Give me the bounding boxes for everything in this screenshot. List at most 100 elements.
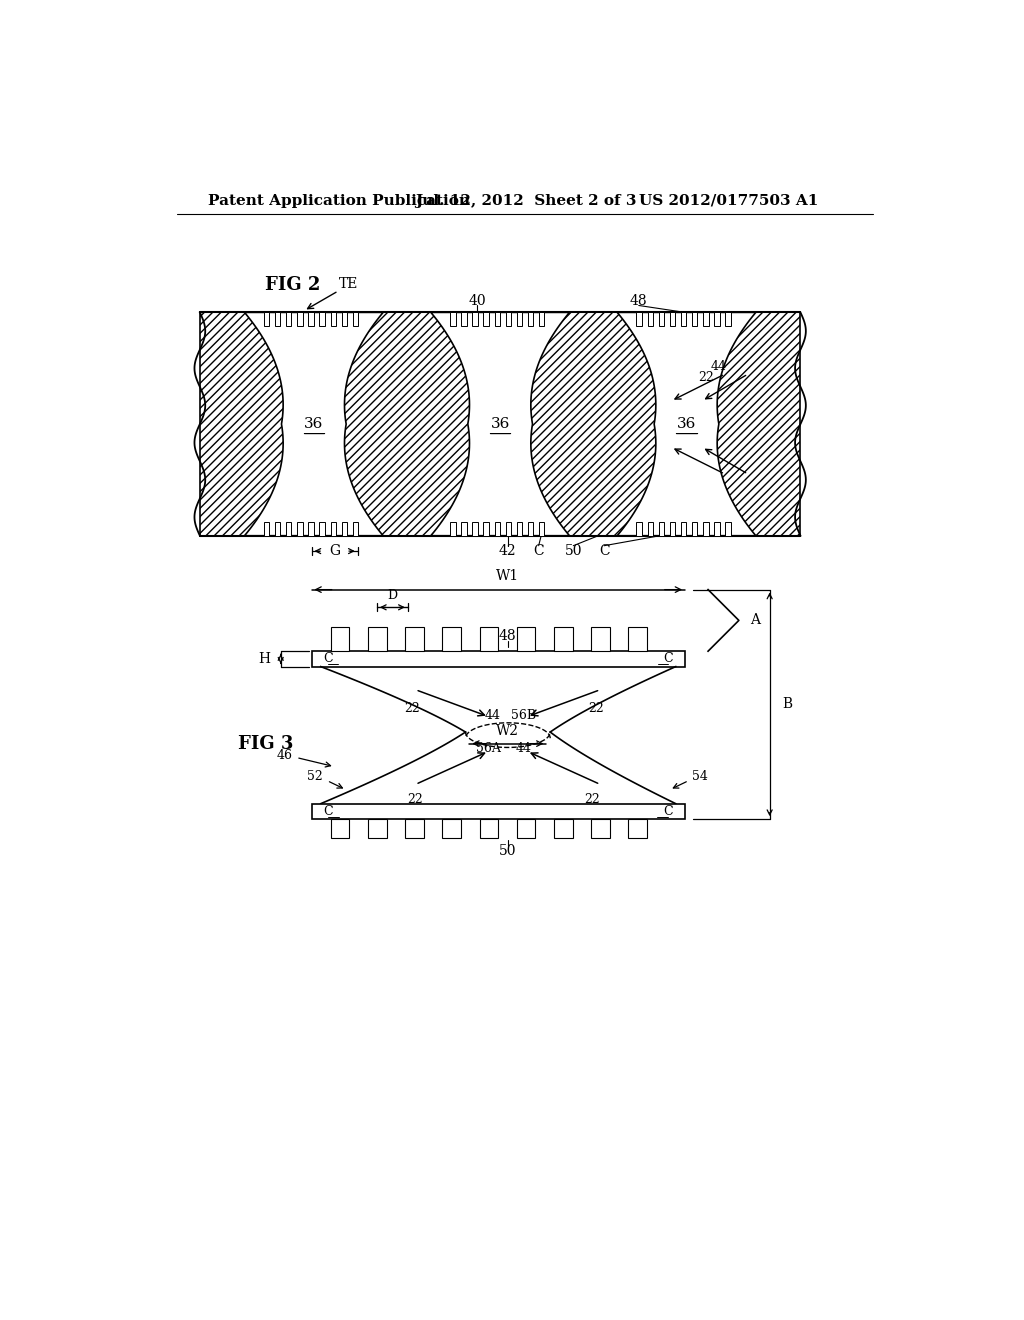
Text: TE: TE (339, 277, 357, 290)
Bar (368, 627, 387, 651)
Text: W2: W2 (497, 725, 519, 738)
Text: 54: 54 (692, 770, 709, 783)
Bar (483, 313, 488, 326)
Text: 48: 48 (499, 628, 517, 643)
Bar (342, 521, 347, 536)
Bar (308, 313, 313, 326)
Bar (670, 313, 675, 326)
Text: B: B (782, 697, 793, 711)
Bar (274, 521, 281, 536)
Bar (274, 313, 281, 326)
Text: FIG 3: FIG 3 (239, 735, 294, 752)
Bar (406, 627, 424, 651)
Bar (637, 313, 642, 326)
Bar (311, 651, 685, 667)
Bar (681, 313, 686, 326)
Bar (517, 818, 536, 838)
Bar (703, 313, 709, 326)
Bar (629, 627, 647, 651)
Text: 22: 22 (698, 371, 714, 384)
Bar (451, 313, 456, 326)
Bar (681, 521, 686, 536)
Text: G: G (329, 544, 340, 558)
Bar (591, 627, 610, 651)
Bar (472, 521, 478, 536)
Bar (319, 313, 325, 326)
Bar (297, 313, 302, 326)
Text: Patent Application Publication: Patent Application Publication (208, 194, 470, 207)
Text: C: C (324, 652, 333, 665)
Bar (692, 313, 697, 326)
Bar (715, 521, 720, 536)
Bar (331, 627, 349, 651)
Text: C: C (534, 544, 544, 558)
Bar (670, 521, 675, 536)
Text: C: C (324, 805, 333, 818)
Text: 50: 50 (564, 544, 582, 558)
Text: W1: W1 (497, 569, 519, 583)
Bar (658, 313, 665, 326)
Bar (479, 627, 499, 651)
Bar (528, 313, 534, 326)
Bar (342, 313, 347, 326)
Text: C: C (664, 805, 673, 818)
Bar (308, 521, 313, 536)
Text: 44: 44 (515, 742, 531, 755)
Bar (368, 818, 387, 838)
Bar (629, 818, 647, 838)
Bar (647, 521, 653, 536)
Bar (495, 521, 500, 536)
Text: 22: 22 (585, 793, 600, 807)
Bar (311, 804, 685, 818)
Bar (331, 521, 336, 536)
Polygon shape (617, 313, 756, 536)
Text: D: D (387, 589, 397, 602)
Text: 36: 36 (304, 417, 324, 432)
Bar (264, 521, 269, 536)
Bar (647, 313, 653, 326)
Bar (692, 521, 697, 536)
Bar (461, 521, 467, 536)
Bar (637, 521, 642, 536)
Bar (286, 313, 292, 326)
Bar (703, 521, 709, 536)
Text: 22: 22 (408, 793, 423, 807)
Bar (517, 313, 522, 326)
Text: 36: 36 (677, 417, 696, 432)
Bar (591, 818, 610, 838)
Bar (517, 521, 522, 536)
Bar (442, 627, 461, 651)
Bar (331, 818, 349, 838)
Text: 44: 44 (484, 709, 501, 722)
Bar (331, 313, 336, 326)
Bar (286, 521, 292, 536)
Text: US 2012/0177503 A1: US 2012/0177503 A1 (639, 194, 818, 207)
Polygon shape (431, 313, 569, 536)
Bar (517, 627, 536, 651)
Bar (495, 313, 500, 326)
Bar (461, 313, 467, 326)
Polygon shape (245, 313, 383, 536)
Bar (539, 313, 545, 326)
Text: 56A: 56A (476, 742, 501, 755)
Text: 44: 44 (711, 360, 727, 372)
Text: C: C (664, 652, 673, 665)
Bar (319, 521, 325, 536)
Bar (715, 313, 720, 326)
Bar (658, 521, 665, 536)
Text: 22: 22 (589, 702, 604, 715)
Text: A: A (751, 614, 761, 627)
Bar (554, 818, 572, 838)
Bar (725, 313, 731, 326)
Bar (200, 313, 801, 536)
Bar (528, 521, 534, 536)
Bar (479, 818, 499, 838)
Text: 50: 50 (499, 845, 517, 858)
Text: FIG 2: FIG 2 (265, 276, 321, 294)
Bar (297, 521, 302, 536)
Bar (472, 313, 478, 326)
Text: 36: 36 (490, 417, 510, 432)
Bar (442, 818, 461, 838)
Bar (352, 521, 358, 536)
Text: 40: 40 (468, 294, 485, 308)
